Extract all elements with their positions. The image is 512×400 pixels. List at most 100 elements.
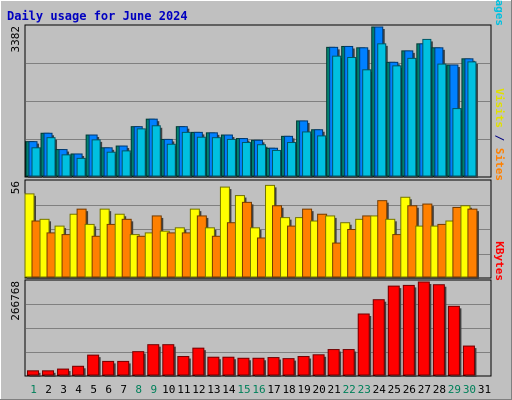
bar-kbytes-kbytes-day-23 <box>357 313 372 377</box>
x-tick-label-day: 27 <box>418 383 431 396</box>
y-max-label-visits: 56 <box>9 181 22 194</box>
chart-title: Daily usage for June 2024 <box>7 9 188 23</box>
bar-hits-pages-day-1 <box>31 147 42 178</box>
bar-hits-pages-day-26 <box>407 57 418 178</box>
bar-kbytes-kbytes-day-1 <box>27 370 41 377</box>
x-tick-label-day: 23 <box>358 383 371 396</box>
y-max-label-hits: 3382 <box>9 26 22 53</box>
bar-hits-pages-day-21 <box>332 55 343 178</box>
bar-hits-pages-day-18 <box>287 142 298 178</box>
x-tick-label-day: 14 <box>222 383 236 396</box>
x-tick-label-day: 2 <box>45 383 52 396</box>
bar-hits-pages-day-28 <box>437 63 448 178</box>
bar-hits-pages-day-8 <box>136 128 148 178</box>
series-legend-visits: Visits / Sites <box>493 88 506 181</box>
bar-hits-pages-day-6 <box>106 151 118 178</box>
x-tick-label-day: 21 <box>328 383 341 396</box>
bar-hits-pages-day-5 <box>91 139 103 178</box>
x-tick-label-day: 22 <box>343 383 356 396</box>
x-tick-label-day: 10 <box>162 383 175 396</box>
bar-kbytes-kbytes-day-24 <box>372 299 387 377</box>
x-tick-label-day: 18 <box>282 383 295 396</box>
bar-kbytes-kbytes-day-9 <box>147 344 161 377</box>
bar-hits-pages-day-24 <box>377 43 388 179</box>
bar-kbytes-kbytes-day-16 <box>252 357 266 377</box>
x-tick-label-day: 15 <box>237 383 250 396</box>
bar-kbytes-kbytes-day-8 <box>132 351 146 377</box>
bar-hits-pages-day-22 <box>347 56 358 178</box>
bar-kbytes-kbytes-day-4 <box>72 365 86 377</box>
bar-hits-pages-day-23 <box>362 69 373 178</box>
x-tick-label-day: 8 <box>135 383 142 396</box>
bar-hits-pages-day-25 <box>392 65 403 178</box>
x-tick-label-day: 12 <box>192 383 205 396</box>
bar-kbytes-kbytes-day-28 <box>432 284 447 377</box>
bar-hits-pages-day-7 <box>121 150 133 178</box>
legend-label: Pages <box>493 0 506 26</box>
x-tick-label-day: 31 <box>478 383 491 396</box>
bar-kbytes-kbytes-day-11 <box>177 356 191 377</box>
bars-kbytes <box>27 281 477 377</box>
bar-kbytes-kbytes-day-3 <box>57 368 71 377</box>
x-tick-label-day: 20 <box>313 383 326 396</box>
bar-kbytes-kbytes-day-7 <box>117 360 131 377</box>
x-tick-label-day: 1 <box>30 383 37 396</box>
bar-kbytes-kbytes-day-15 <box>237 357 251 377</box>
bar-hits-pages-day-27 <box>422 38 433 178</box>
bar-kbytes-kbytes-day-12 <box>192 347 206 377</box>
legend-label: Visits <box>493 88 506 128</box>
x-tick-label-day: 4 <box>75 383 82 396</box>
bar-hits-pages-day-4 <box>76 157 88 178</box>
bar-hits-pages-day-29 <box>452 108 463 178</box>
bar-hits-pages-day-30 <box>467 61 478 179</box>
bar-kbytes-kbytes-day-30 <box>462 345 477 377</box>
bar-kbytes-kbytes-day-5 <box>87 354 101 377</box>
bar-hits-pages-day-14 <box>226 138 238 178</box>
bar-kbytes-kbytes-day-29 <box>447 305 462 377</box>
bar-kbytes-kbytes-day-26 <box>402 284 417 377</box>
x-tick-label-day: 9 <box>150 383 157 396</box>
x-tick-label-day: 11 <box>177 383 190 396</box>
x-tick-label-day: 30 <box>463 383 476 396</box>
bar-kbytes-kbytes-day-27 <box>417 281 432 377</box>
bar-hits-pages-day-13 <box>211 137 223 178</box>
bar-kbytes-kbytes-day-17 <box>267 357 282 377</box>
legend-label: / <box>493 128 506 148</box>
x-tick-label-day: 16 <box>252 383 265 396</box>
bar-kbytes-kbytes-day-6 <box>102 360 116 377</box>
bar-kbytes-kbytes-day-25 <box>387 285 402 377</box>
bar-hits-pages-day-15 <box>241 142 253 178</box>
bar-hits-pages-day-2 <box>46 137 58 178</box>
x-tick-label-day: 5 <box>90 383 97 396</box>
bar-kbytes-kbytes-day-10 <box>162 344 176 377</box>
bar-kbytes-kbytes-day-21 <box>327 349 342 377</box>
bar-hits-pages-day-20 <box>317 135 328 178</box>
x-tick-label-day: 19 <box>297 383 310 396</box>
bar-kbytes-kbytes-day-2 <box>42 370 56 377</box>
bar-hits-pages-day-3 <box>61 154 73 178</box>
x-tick-label-day: 7 <box>120 383 127 396</box>
bar-kbytes-kbytes-day-20 <box>312 354 327 377</box>
x-tick-label-day: 25 <box>388 383 401 396</box>
bar-hits-pages-day-11 <box>181 131 193 178</box>
x-tick-label-day: 6 <box>105 383 112 396</box>
x-axis-day-labels: 1 2 3 4 5 6 7 8 9 10 11 12 13 14 15 16 17 18 19 20 21 22 23 24 2… <box>30 383 491 396</box>
bar-kbytes-kbytes-day-22 <box>342 349 357 377</box>
x-tick-label-day: 13 <box>207 383 220 396</box>
series-legend-kbytes: KBytes <box>493 241 506 281</box>
bar-hits-pages-day-19 <box>302 131 313 178</box>
legend-label: Sites <box>493 148 506 181</box>
panel-hits: 3382 Hits / Files / Pages <box>9 0 506 179</box>
series-legend-hits: Hits / Files / Pages <box>493 0 506 26</box>
panel-kbytes: 266768 KBytes <box>9 241 506 377</box>
panel-visits: 56 Visits / Sites <box>9 88 506 279</box>
bar-hits-pages-day-10 <box>166 143 178 178</box>
x-tick-label-day: 29 <box>448 383 461 396</box>
y-max-label-kbytes: 266768 <box>9 281 22 321</box>
legend-label: KBytes <box>493 241 506 281</box>
bar-kbytes-kbytes-day-18 <box>282 358 297 377</box>
bar-hits-pages-day-16 <box>256 144 268 178</box>
x-tick-label-day: 3 <box>60 383 67 396</box>
x-tick-label-day: 24 <box>373 383 387 396</box>
